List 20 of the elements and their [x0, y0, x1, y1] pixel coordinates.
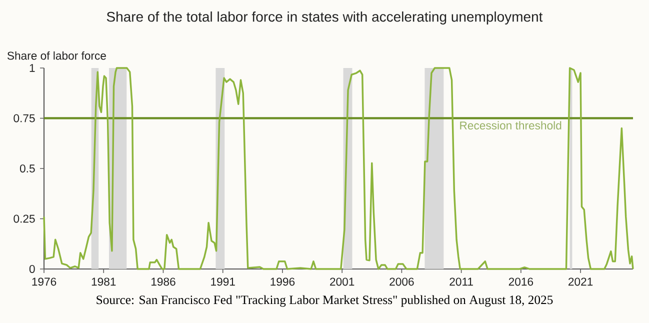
y-tick-label: 0.75: [14, 114, 35, 122]
x-tick-label: 2006: [390, 278, 414, 286]
chart-title: Share of the total labor force in states with accelerating unemployment: [106, 11, 543, 25]
y-tick-label: 0: [29, 264, 35, 273]
ref-line-label: Recession threshold: [460, 121, 562, 130]
x-tick-label: 1976: [32, 278, 56, 286]
x-tick-label: 2021: [568, 278, 593, 286]
x-tick-label: 1991: [211, 278, 235, 286]
y-tick-label: 0.25: [14, 214, 35, 223]
x-tick-label: 1986: [151, 278, 176, 286]
line-series: [43, 67, 634, 270]
source-note: Source: San Francisco Fed "Tracking Labor Market Stress" published on August 18, 2025: [96, 295, 553, 307]
x-tick-label: 2016: [508, 278, 534, 286]
y-tick-label: 0.5: [20, 164, 35, 172]
x-tick-label: 1996: [270, 278, 295, 286]
x-tick-label: 2001: [330, 278, 354, 286]
y-tick-label: 1: [30, 64, 35, 72]
x-tick-label: 2011: [450, 278, 473, 286]
x-tick-label: 1981: [92, 278, 116, 286]
y-axis-title: Share of labor force: [7, 51, 106, 60]
